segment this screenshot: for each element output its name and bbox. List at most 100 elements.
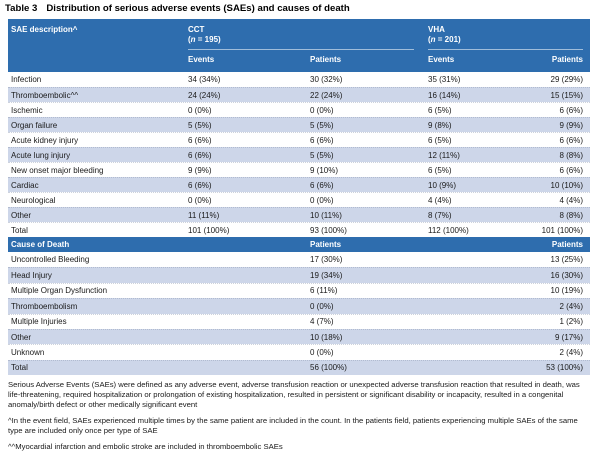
cell-vha-events: 9 (8%) xyxy=(428,120,452,130)
cell-vha-events: 12 (11%) xyxy=(428,150,460,160)
cell-cct-patients: 30 (32%) xyxy=(310,75,343,84)
spacer-cell xyxy=(8,55,188,64)
table-row: Uncontrolled Bleeding 17 (30%) 13 (25%) xyxy=(8,252,590,267)
table-row: Neurological 0 (0%) 0 (0%) 4 (4%) 4 (4%) xyxy=(8,192,590,207)
cell-vha-patients: 53 (100%) xyxy=(546,363,583,373)
row-label: Acute kidney injury xyxy=(11,135,79,145)
cell-cct-events: 9 (9%) xyxy=(188,165,212,175)
col-header-vha-patients: Patients xyxy=(551,55,583,64)
cell-vha-patients: 16 (30%) xyxy=(550,271,583,281)
cell-cct-patients: 6 (6%) xyxy=(310,135,334,145)
group-n-vha: (n = 201) xyxy=(428,35,461,44)
cell-vha-events: 16 (14%) xyxy=(428,90,461,100)
footnotes: Serious Adverse Events (SAEs) were defin… xyxy=(8,380,590,457)
cell-vha-events: 6 (5%) xyxy=(428,105,452,115)
cell-cct-patients: 0 (0%) xyxy=(310,348,334,358)
cell-cct-patients: 5 (5%) xyxy=(310,120,334,130)
cell-vha-events: 6 (5%) xyxy=(428,165,452,175)
cell-cct-patients: 6 (11%) xyxy=(310,286,338,296)
row-label: Ischemic xyxy=(11,105,43,115)
cell-cct-events: 34 (34%) xyxy=(188,75,221,84)
row-label: Acute lung injury xyxy=(11,150,71,160)
row-label: New onset major bleeding xyxy=(11,165,104,175)
table-row: Thromboembolic^^ 24 (24%) 22 (24%) 16 (1… xyxy=(8,87,590,102)
table-row: Head Injury 19 (34%) 16 (30%) xyxy=(8,267,590,283)
cell-vha-patients: 9 (17%) xyxy=(554,332,583,342)
row-label: Thromboembolism xyxy=(11,301,78,311)
table-row: Ischemic 0 (0%) 0 (0%) 6 (5%) 6 (6%) xyxy=(8,102,590,117)
cell-vha-events: 35 (31%) xyxy=(428,75,461,84)
group-header-vha: VHA (n = 201) xyxy=(428,25,583,50)
row-label: Multiple Organ Dysfunction xyxy=(11,286,108,296)
group-header-cct: CCT (n = 195) xyxy=(188,25,414,50)
row-label: Other xyxy=(11,332,32,342)
table-row: Multiple Injuries 4 (7%) 1 (2%) xyxy=(8,313,590,329)
cell-cct-patients: 9 (10%) xyxy=(310,165,339,175)
table-row: Acute lung injury 6 (6%) 5 (5%) 12 (11%)… xyxy=(8,147,590,162)
table-row-total: Total 56 (100%) 53 (100%) xyxy=(8,359,590,376)
cell-cct-patients: 22 (24%) xyxy=(310,90,343,100)
col-header-vha-events: Events xyxy=(428,55,455,64)
cause-of-death-header: Cause of Death Patients Patients xyxy=(8,237,590,252)
row-label: Other xyxy=(11,210,32,220)
row-label: Thromboembolic^^ xyxy=(11,90,79,100)
cell-vha-patients: 8 (8%) xyxy=(559,210,583,220)
cell-cct-patients: 0 (0%) xyxy=(310,301,334,311)
cell-vha-patients: 9 (9%) xyxy=(559,120,583,130)
cell-vha-patients: 15 (15%) xyxy=(550,90,583,100)
row-label: Infection xyxy=(11,75,42,84)
group-name-cct: CCT xyxy=(188,25,205,34)
cell-vha-events: 6 (5%) xyxy=(428,135,452,145)
footnote-event-field: ^In the event field, SAEs experienced mu… xyxy=(8,415,578,435)
cell-cct-patients: 17 (30%) xyxy=(310,255,343,265)
cell-cct-events: 11 (11%) xyxy=(188,210,220,220)
table-number: Table 3 xyxy=(5,3,38,14)
table-header: SAE description^ CCT (n = 195) VHA (n = … xyxy=(8,19,590,72)
column-header-row: Events Patients Events Patients xyxy=(8,55,590,64)
cell-cct-patients: 0 (0%) xyxy=(310,105,334,115)
cell-vha-patients: 6 (6%) xyxy=(559,105,583,115)
table-title: Table 3 Distribution of serious adverse e… xyxy=(5,3,350,14)
row-label: Total xyxy=(11,225,28,235)
row-label: Neurological xyxy=(11,195,56,205)
table-row: New onset major bleeding 9 (9%) 9 (10%) … xyxy=(8,162,590,177)
cell-cct-events: 0 (0%) xyxy=(188,195,212,205)
table-row: Other 11 (11%) 10 (11%) 8 (7%) 8 (8%) xyxy=(8,207,590,222)
cell-vha-patients: 6 (6%) xyxy=(559,135,583,145)
cell-vha-patients: 10 (10%) xyxy=(550,180,583,190)
cell-cct-patients: 0 (0%) xyxy=(310,195,334,205)
cell-vha-patients: 8 (8%) xyxy=(559,150,583,160)
cell-cct-events: 5 (5%) xyxy=(188,120,212,130)
col-header-vha-patients: Patients xyxy=(551,240,583,249)
cause-of-death-label: Cause of Death xyxy=(11,240,70,249)
row-label: Head Injury xyxy=(11,271,52,281)
cell-cct-patients: 10 (18%) xyxy=(310,332,343,342)
table-row-total: Total 101 (100%) 93 (100%) 112 (100%) 10… xyxy=(8,222,590,237)
row-label: Uncontrolled Bleeding xyxy=(11,255,90,265)
cell-cct-patients: 10 (11%) xyxy=(310,210,342,220)
cell-vha-patients: 2 (4%) xyxy=(559,348,583,358)
col-header-cct-patients: Patients xyxy=(310,55,342,64)
cell-cct-events: 101 (100%) xyxy=(188,225,230,235)
cell-cct-patients: 4 (7%) xyxy=(310,317,334,327)
cell-vha-patients: 101 (100%) xyxy=(541,225,583,235)
cell-cct-patients: 19 (34%) xyxy=(310,271,343,281)
col-header-cct-patients: Patients xyxy=(310,240,342,249)
cell-vha-patients: 6 (6%) xyxy=(559,165,583,175)
row-label: Unknown xyxy=(11,348,45,358)
row-label: Multiple Injuries xyxy=(11,317,67,327)
col-header-cct-events: Events xyxy=(188,55,215,64)
cell-vha-events: 4 (4%) xyxy=(428,195,452,205)
cell-cct-events: 6 (6%) xyxy=(188,180,212,190)
group-name-vha: VHA xyxy=(428,25,445,34)
table-row: Cardiac 6 (6%) 6 (6%) 10 (9%) 10 (10%) xyxy=(8,177,590,192)
sae-table: SAE description^ CCT (n = 195) VHA (n = … xyxy=(8,19,590,376)
cell-cct-patients: 5 (5%) xyxy=(310,150,334,160)
cell-vha-patients: 1 (2%) xyxy=(559,317,583,327)
table-row: Multiple Organ Dysfunction 6 (11%) 10 (1… xyxy=(8,282,590,298)
cell-vha-patients: 29 (29%) xyxy=(550,75,583,84)
table-row: Thromboembolism 0 (0%) 2 (4%) xyxy=(8,298,590,314)
cell-vha-patients: 2 (4%) xyxy=(559,301,583,311)
cell-cct-events: 6 (6%) xyxy=(188,135,212,145)
